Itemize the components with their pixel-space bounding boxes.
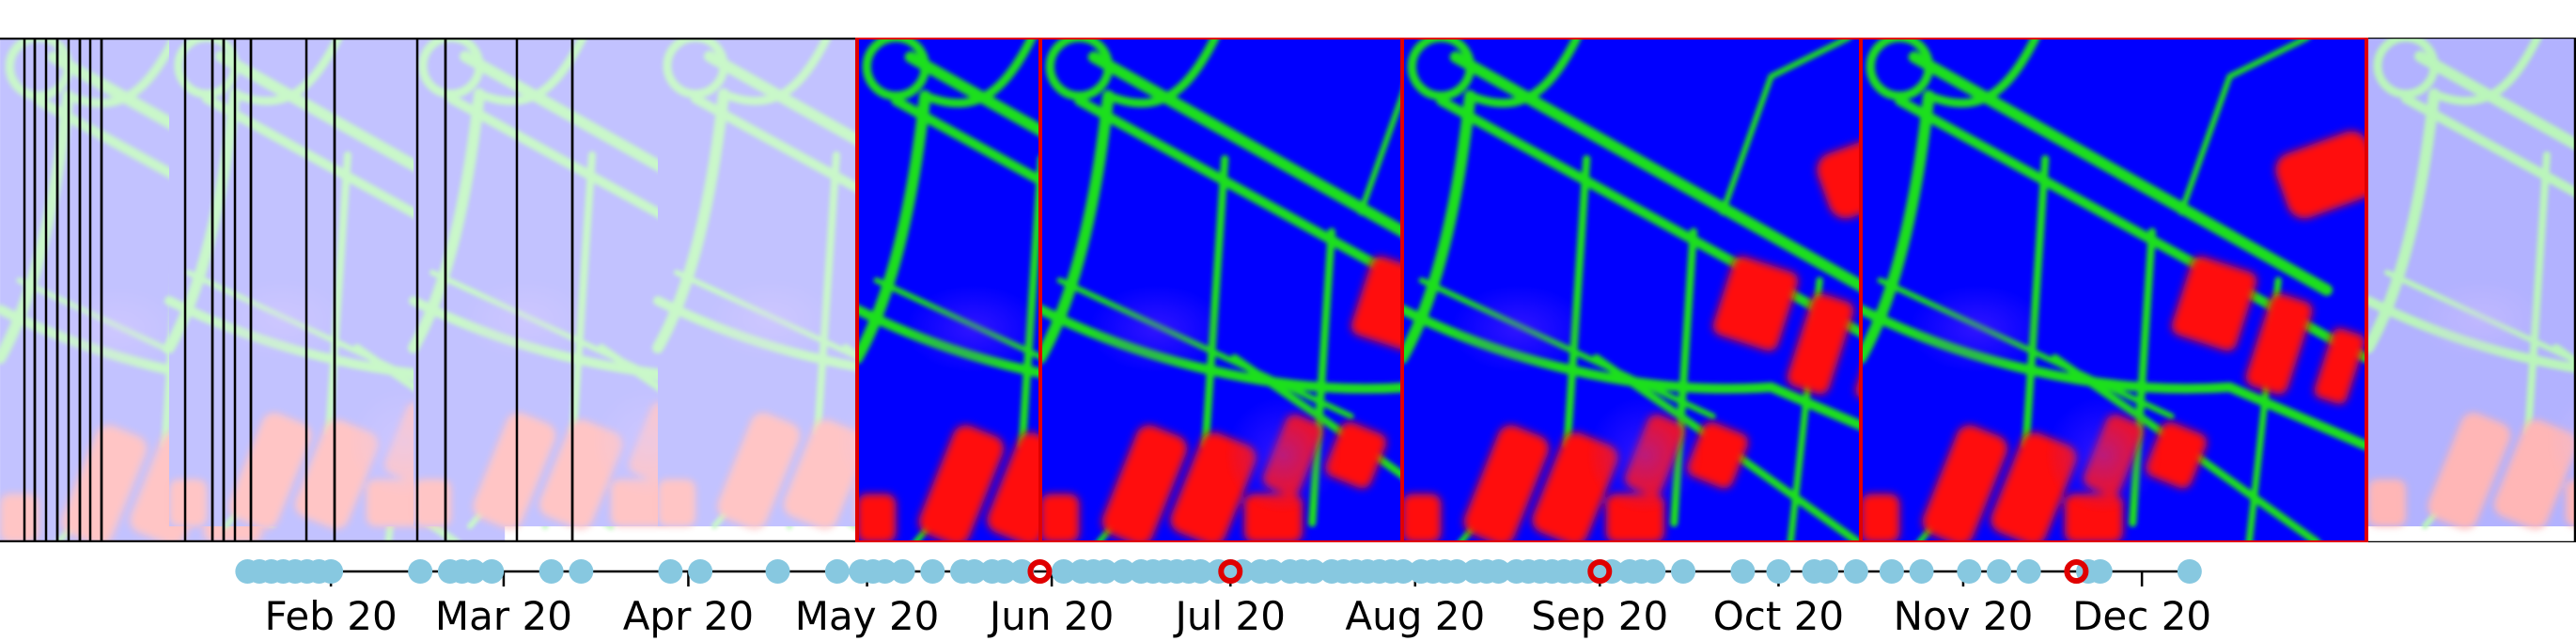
data-point — [1879, 559, 1904, 584]
selected-data-point — [2064, 559, 2089, 584]
data-point — [319, 559, 344, 584]
data-point — [1009, 559, 1035, 584]
data-point — [658, 559, 683, 584]
data-point — [1814, 559, 1839, 584]
data-point — [1641, 559, 1666, 584]
data-point — [1986, 559, 2011, 584]
x-tick-label: Mar 20 — [435, 593, 572, 639]
data-point — [569, 559, 594, 584]
data-point — [461, 559, 487, 584]
x-tick-label: Jul 20 — [1173, 593, 1286, 639]
data-point — [765, 559, 790, 584]
data-point — [961, 559, 987, 584]
x-tick-label: Apr 20 — [623, 593, 754, 639]
highlight-border — [1859, 38, 2368, 542]
data-point — [408, 559, 433, 584]
selected-data-point — [1218, 559, 1243, 584]
highlighted-frames — [855, 38, 2368, 542]
data-point — [1671, 559, 1696, 584]
x-tick-label: May 20 — [795, 593, 940, 639]
x-tick-label: Sep 20 — [1531, 593, 1668, 639]
data-point — [1188, 559, 1213, 584]
data-point — [2177, 559, 2202, 584]
frame-edges-left — [0, 38, 857, 542]
data-point — [1111, 559, 1136, 584]
data-point — [1051, 559, 1076, 584]
data-point — [920, 559, 945, 584]
selected-points — [1027, 559, 2089, 584]
x-tick-label: Jun 20 — [987, 593, 1114, 639]
x-tick-label: Oct 20 — [1713, 593, 1844, 639]
data-point — [1957, 559, 1982, 584]
highlighted-frame — [1859, 38, 2368, 542]
data-point — [1259, 559, 1285, 584]
x-ticks: Feb 20 Mar 20 Apr 20 May 20 Jun 20 Jul 20 Aug … — [265, 571, 2211, 639]
x-axis: Feb 20 Mar 20 Apr 20 May 20 Jun 20 Jul 20 Aug … — [235, 559, 2211, 639]
x-tick-label: Nov 20 — [1894, 593, 2034, 639]
data-point — [688, 559, 713, 584]
data-point — [872, 559, 898, 584]
data-point — [539, 559, 564, 584]
selected-data-point — [1027, 559, 1053, 584]
data-point — [991, 559, 1017, 584]
x-tick-label: Feb 20 — [265, 593, 398, 639]
data-point — [1909, 559, 1934, 584]
x-tick-label: Dec 20 — [2072, 593, 2211, 639]
data-point — [2087, 559, 2113, 584]
data-point — [890, 559, 915, 584]
data-point — [1444, 559, 1470, 584]
data-point — [2016, 559, 2041, 584]
data-point — [1766, 559, 1791, 584]
data-point — [1302, 559, 1327, 584]
faded-overlay-right — [2366, 38, 2576, 542]
data-point — [824, 559, 850, 584]
data-point — [1391, 559, 1416, 584]
data-point — [479, 559, 505, 584]
data-point — [1486, 559, 1511, 584]
highlighted-frame — [1400, 38, 1863, 542]
x-tick-label: Aug 20 — [1345, 593, 1485, 639]
data-point — [1730, 559, 1756, 584]
faded-overlay-left — [0, 38, 857, 542]
data-point — [1093, 559, 1118, 584]
selected-data-point — [1587, 559, 1613, 584]
data-point — [1843, 559, 1868, 584]
image-strip — [0, 38, 2576, 542]
